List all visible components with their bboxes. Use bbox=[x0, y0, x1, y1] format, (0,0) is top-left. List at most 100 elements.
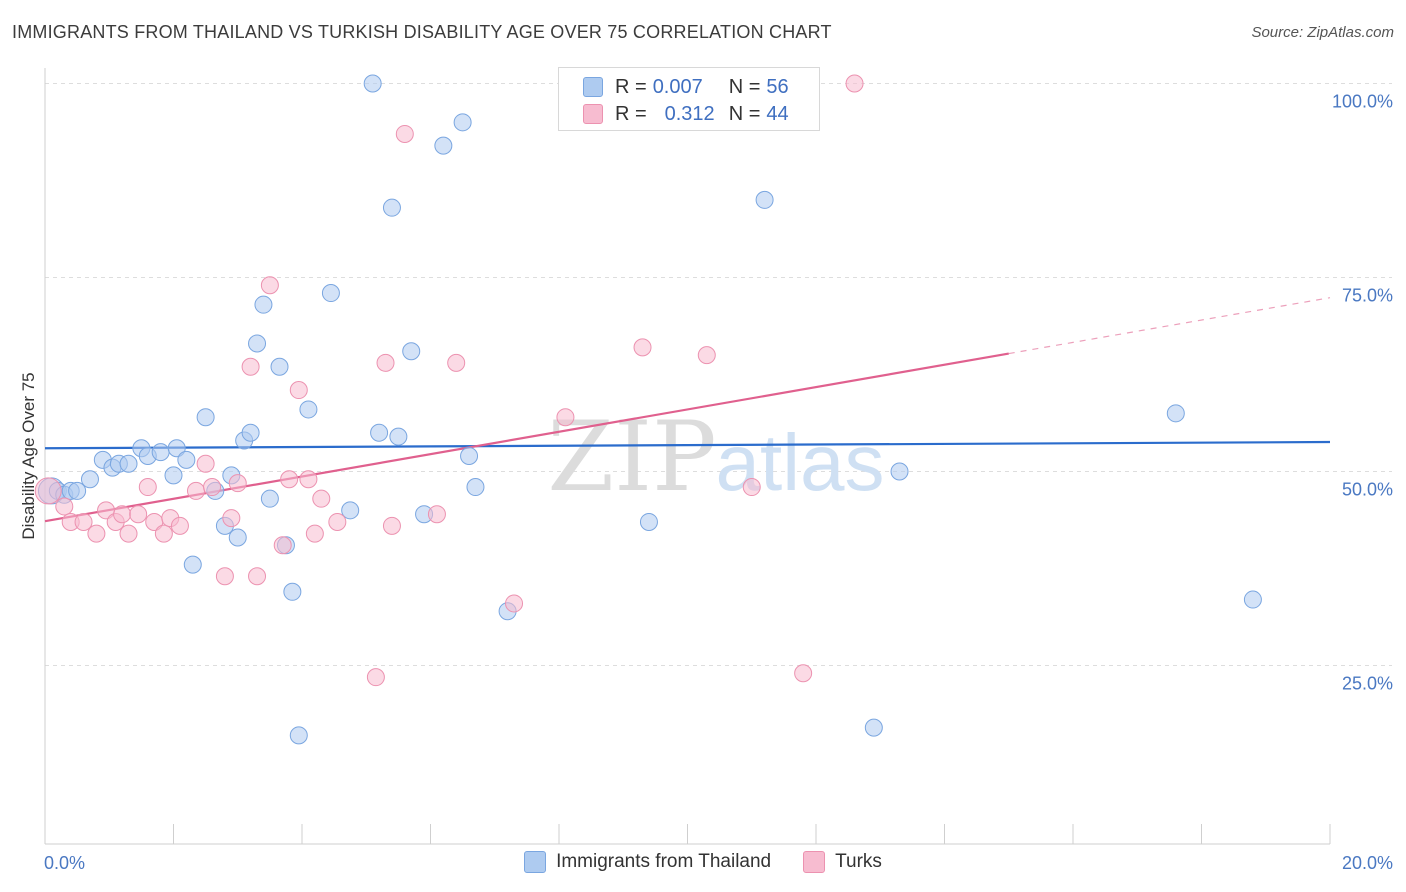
thailand-n-value: 56 bbox=[766, 75, 789, 98]
thailand-point bbox=[453, 113, 472, 132]
data-points bbox=[34, 74, 1262, 745]
thailand-point bbox=[167, 439, 186, 458]
thailand-legend-swatch bbox=[524, 851, 547, 873]
y-tick-label: 75.0% bbox=[1342, 286, 1393, 306]
turks-point bbox=[55, 497, 74, 516]
thailand-point bbox=[289, 726, 308, 745]
turks-r-value: 0.312 bbox=[664, 102, 715, 125]
turks-point bbox=[395, 124, 414, 143]
thailand-swatch bbox=[583, 77, 603, 97]
turks-point bbox=[215, 567, 234, 586]
thailand-point bbox=[321, 284, 340, 303]
turks-point bbox=[305, 524, 324, 543]
turks-point bbox=[794, 664, 813, 683]
legend-label-turks: Turks bbox=[835, 851, 882, 872]
turks-point bbox=[186, 481, 205, 500]
thailand-point bbox=[1243, 590, 1262, 609]
turks-point bbox=[248, 567, 267, 586]
thailand-r-value: 0.007 bbox=[652, 75, 703, 98]
thailand-point bbox=[241, 423, 260, 442]
series-legend: Immigrants from Thailand Turks bbox=[0, 851, 1406, 873]
thailand-point bbox=[864, 718, 883, 737]
thailand-point bbox=[196, 408, 215, 427]
watermark: ZIP atlas bbox=[547, 401, 884, 513]
thailand-point bbox=[183, 555, 202, 574]
y-tick-label: 100.0% bbox=[1332, 92, 1393, 112]
turks-point bbox=[312, 489, 331, 508]
turks-point bbox=[34, 477, 62, 505]
thailand-point bbox=[382, 198, 401, 217]
thailand-point bbox=[755, 190, 774, 209]
turks-point bbox=[113, 505, 132, 524]
thailand-point bbox=[341, 501, 360, 520]
thailand-point bbox=[164, 466, 183, 485]
turks-point bbox=[556, 408, 575, 427]
chart-title: IMMIGRANTS FROM THAILAND VS TURKISH DISA… bbox=[12, 22, 832, 42]
thailand-point bbox=[460, 447, 479, 465]
legend-label-thailand: Immigrants from Thailand bbox=[556, 851, 772, 872]
thailand-point bbox=[434, 136, 453, 155]
n-label: N = bbox=[728, 102, 761, 125]
thailand-point bbox=[466, 478, 485, 497]
turks-point bbox=[74, 512, 93, 531]
thailand-point bbox=[119, 454, 138, 473]
tick-labels: 25.0% 50.0% 75.0% 100.0% 0.0% 20.0% bbox=[44, 92, 1393, 873]
y-tick-label: 50.0% bbox=[1342, 480, 1393, 500]
turks-point bbox=[222, 509, 241, 528]
turks-point bbox=[241, 357, 260, 376]
y-tick-label: 25.0% bbox=[1342, 674, 1393, 694]
turks-point bbox=[845, 74, 864, 93]
turks-point bbox=[119, 524, 138, 543]
turks-point bbox=[505, 594, 524, 613]
thailand-point bbox=[151, 443, 170, 462]
n-label: N = bbox=[728, 75, 761, 98]
thailand-point bbox=[389, 427, 408, 446]
turks-point bbox=[376, 353, 395, 372]
thailand-point bbox=[80, 470, 99, 489]
thailand-point bbox=[639, 512, 658, 531]
thailand-point bbox=[283, 582, 302, 601]
thailand-point bbox=[177, 450, 196, 469]
thailand-point bbox=[1166, 404, 1185, 423]
turks-point bbox=[196, 454, 215, 473]
stats-legend-row-thailand: R = 0.007 N = 56 bbox=[583, 75, 795, 99]
turks-swatch bbox=[583, 104, 603, 124]
thailand-point bbox=[228, 528, 247, 547]
legend-item-thailand[interactable]: Immigrants from Thailand bbox=[524, 851, 771, 873]
turks-point bbox=[289, 381, 308, 400]
thailand-point bbox=[68, 481, 87, 500]
turks-point bbox=[447, 353, 466, 372]
stats-legend: R = 0.007 N = 56 R = 0.312 N = 44 bbox=[558, 67, 820, 131]
turks-point bbox=[427, 505, 446, 524]
legend-item-turks[interactable]: Turks bbox=[803, 851, 882, 873]
turks-point bbox=[633, 338, 652, 357]
turks-legend-swatch bbox=[803, 851, 826, 873]
turks-point bbox=[742, 478, 761, 497]
turks-point bbox=[328, 512, 347, 531]
turks-point bbox=[203, 478, 222, 497]
turks-point bbox=[170, 516, 189, 535]
thailand-point bbox=[254, 295, 273, 314]
thailand-trend-line bbox=[44, 440, 1331, 450]
turks-point bbox=[366, 668, 385, 687]
turks-point bbox=[260, 276, 279, 295]
turks-trend-extension bbox=[1008, 297, 1331, 355]
source-label: Source: ZipAtlas.com bbox=[1251, 24, 1394, 41]
watermark-atlas: atlas bbox=[716, 418, 885, 507]
turks-point bbox=[228, 474, 247, 493]
thailand-point bbox=[248, 334, 267, 353]
turks-point bbox=[697, 346, 716, 365]
x-tick-label: 0.0% bbox=[44, 853, 85, 873]
turks-point bbox=[87, 524, 106, 543]
axes bbox=[44, 68, 1331, 845]
r-label: R = bbox=[615, 102, 647, 125]
thailand-point bbox=[890, 462, 909, 481]
turks-point bbox=[299, 470, 318, 489]
turks-n-value: 44 bbox=[766, 102, 789, 125]
thailand-point bbox=[402, 342, 421, 361]
thailand-point bbox=[370, 423, 389, 442]
x-tick-label: 20.0% bbox=[1342, 853, 1393, 873]
thailand-point bbox=[299, 400, 318, 419]
y-axis-label: Disability Age Over 75 bbox=[19, 372, 38, 539]
